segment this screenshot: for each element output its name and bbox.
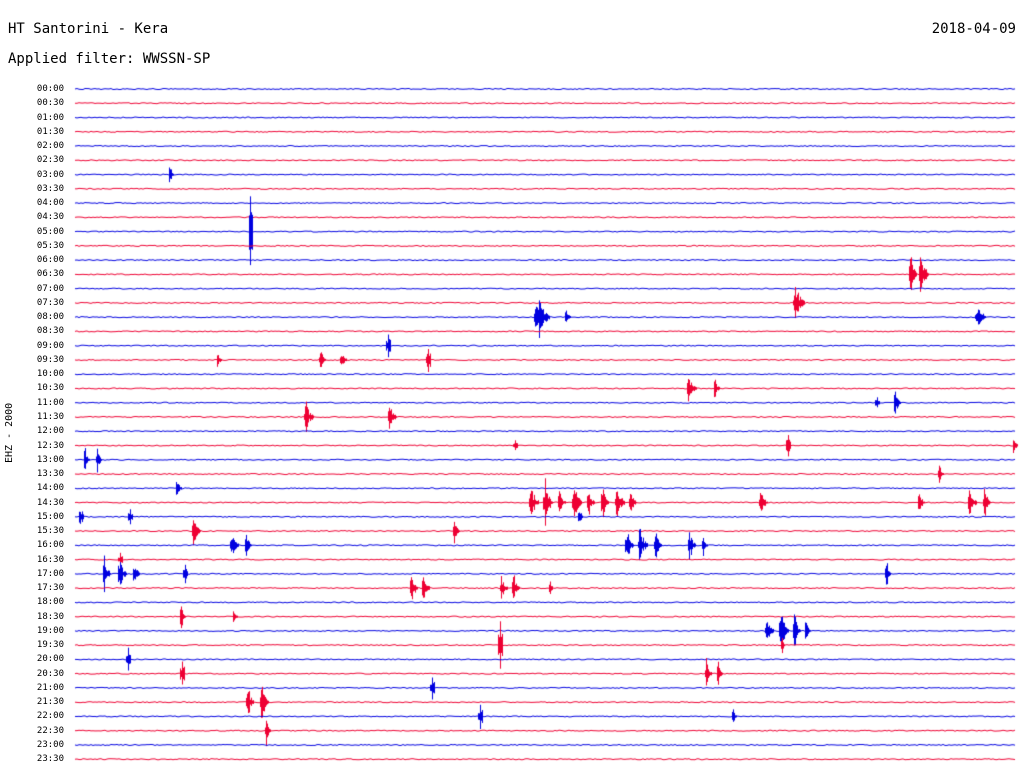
time-label: 00:30 <box>36 98 64 108</box>
time-label: 21:30 <box>36 697 64 707</box>
time-label: 22:30 <box>36 726 64 736</box>
time-label: 03:00 <box>36 170 64 180</box>
time-label: 22:00 <box>36 711 64 721</box>
time-label: 14:00 <box>36 483 64 493</box>
time-label: 15:00 <box>36 512 64 522</box>
applied-filter-label: Applied filter: WWSSN-SP <box>8 51 211 67</box>
time-label: 04:00 <box>36 198 64 208</box>
time-label: 20:30 <box>36 669 64 679</box>
time-label: 11:30 <box>36 412 64 422</box>
time-label: 23:30 <box>36 754 64 764</box>
time-label: 10:00 <box>36 369 64 379</box>
time-label: 18:30 <box>36 612 64 622</box>
time-label: 18:00 <box>36 597 64 607</box>
station-title: HT Santorini - Kera <box>8 21 169 37</box>
time-label: 12:30 <box>36 441 64 451</box>
time-label: 07:30 <box>36 298 64 308</box>
time-label: 20:00 <box>36 654 64 664</box>
time-label: 19:30 <box>36 640 64 650</box>
time-label: 19:00 <box>36 626 64 636</box>
time-label: 17:30 <box>36 583 64 593</box>
time-label: 05:30 <box>36 241 64 251</box>
time-label: 16:30 <box>36 555 64 565</box>
time-label: 12:00 <box>36 426 64 436</box>
time-label: 06:00 <box>36 255 64 265</box>
time-label: 00:00 <box>36 84 64 94</box>
time-label: 01:30 <box>36 127 64 137</box>
time-label: 06:30 <box>36 269 64 279</box>
time-label: 16:00 <box>36 540 64 550</box>
time-label: 10:30 <box>36 383 64 393</box>
channel-scale-axis-label: EHZ - 2000 <box>4 402 15 463</box>
time-label: 09:30 <box>36 355 64 365</box>
time-label: 04:30 <box>36 212 64 222</box>
time-label: 08:00 <box>36 312 64 322</box>
time-label: 17:00 <box>36 569 64 579</box>
time-label: 01:00 <box>36 113 64 123</box>
time-label: 23:00 <box>36 740 64 750</box>
time-label: 13:30 <box>36 469 64 479</box>
time-label: 05:00 <box>36 227 64 237</box>
time-label: 02:30 <box>36 155 64 165</box>
time-label: 07:00 <box>36 284 64 294</box>
time-label: 02:00 <box>36 141 64 151</box>
time-label: 13:00 <box>36 455 64 465</box>
time-label: 11:00 <box>36 398 64 408</box>
time-label: 03:30 <box>36 184 64 194</box>
time-label: 08:30 <box>36 326 64 336</box>
time-label: 15:30 <box>36 526 64 536</box>
date-label: 2018-04-09 <box>931 21 1016 37</box>
time-label: 21:00 <box>36 683 64 693</box>
time-label: 14:30 <box>36 498 64 508</box>
time-label: 09:00 <box>36 341 64 351</box>
